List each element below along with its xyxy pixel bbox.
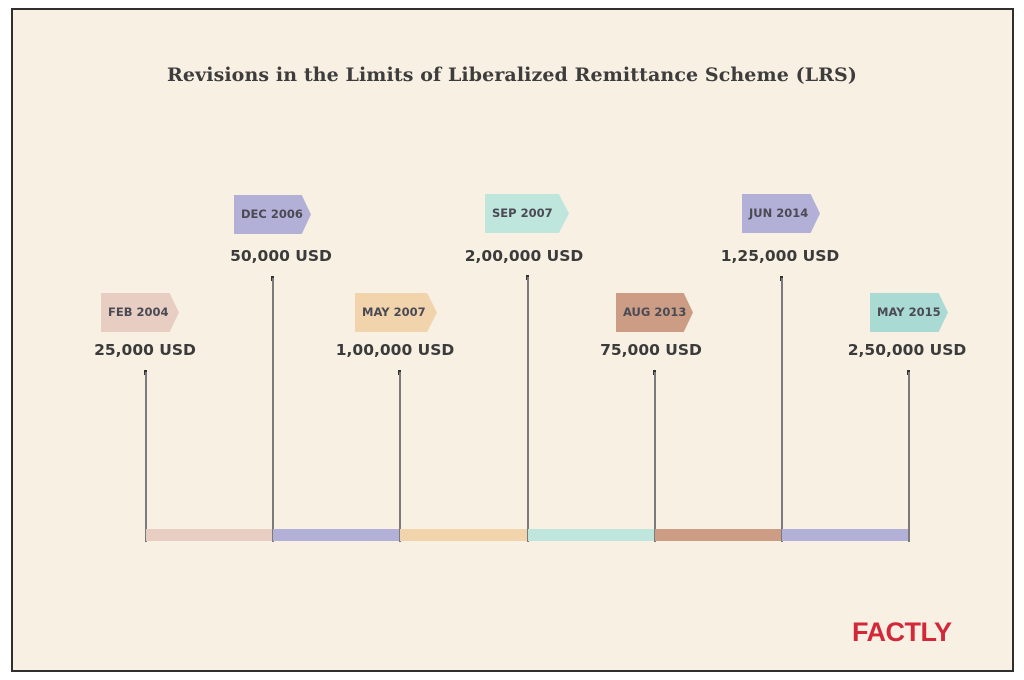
amount-label-jun-2014: 1,25,000 USD [720,247,840,265]
timeline-segment-2 [273,529,399,541]
date-tag-may-2007: MAY 2007 [355,293,437,332]
amount-label-sep-2007: 2,00,000 USD [464,247,584,265]
timeline-stem [272,278,274,542]
timeline-segment-4 [528,529,654,541]
factly-logo: FACTLY [852,617,952,647]
timeline-segment-3 [400,529,527,541]
timeline-stem [399,372,401,542]
timeline-stem [145,372,147,542]
timeline-segment-1 [146,529,272,541]
date-tag-aug-2013: AUG 2013 [616,293,693,332]
amount-label-dec-2006: 50,000 USD [230,247,332,265]
amount-label-aug-2013: 75,000 USD [600,341,702,359]
date-tag-feb-2004: FEB 2004 [101,293,179,332]
timeline-stem [654,372,656,542]
date-tag-jun-2014: JUN 2014 [742,194,820,233]
amount-label-may-2015: 2,50,000 USD [847,341,967,359]
amount-label-may-2007: 1,00,000 USD [335,341,455,359]
timeline-stem [781,278,783,542]
timeline-stem [908,372,910,542]
amount-label-feb-2004: 25,000 USD [94,341,196,359]
timeline-stem [527,277,529,542]
chart-title: Revisions in the Limits of Liberalized R… [167,64,857,86]
date-tag-sep-2007: SEP 2007 [485,194,569,233]
date-tag-dec-2006: DEC 2006 [234,195,311,234]
timeline-segment-6 [782,529,908,541]
date-tag-may-2015: MAY 2015 [870,293,948,332]
infographic-frame [11,8,1014,672]
timeline-segment-5 [655,529,781,541]
